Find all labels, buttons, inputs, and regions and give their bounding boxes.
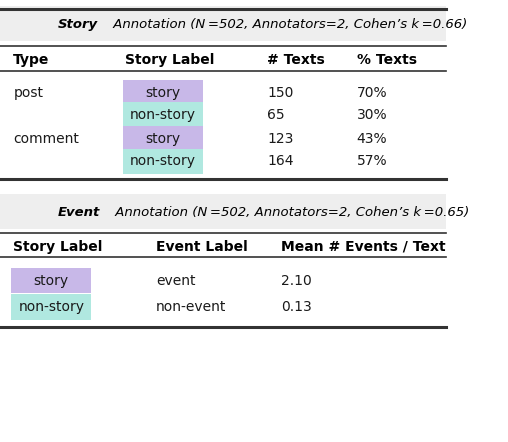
FancyBboxPatch shape <box>122 126 203 152</box>
Bar <box>0 6 446 41</box>
Text: non-story: non-story <box>18 300 84 314</box>
Text: # Texts: # Texts <box>268 53 325 67</box>
Text: event: event <box>156 274 196 288</box>
Text: comment: comment <box>13 132 79 146</box>
Text: 123: 123 <box>268 132 294 146</box>
Text: 57%: 57% <box>357 154 387 168</box>
Text: post: post <box>13 86 43 100</box>
Text: Story Label: Story Label <box>13 240 103 254</box>
Text: non-story: non-story <box>130 108 196 122</box>
FancyBboxPatch shape <box>122 149 203 174</box>
Text: story: story <box>34 274 69 288</box>
Bar <box>0 194 446 229</box>
Text: Story: Story <box>58 18 98 31</box>
Text: 70%: 70% <box>357 86 387 100</box>
Text: Annotation (N =502, Annotators=2, Cohen’s k =0.66): Annotation (N =502, Annotators=2, Cohen’… <box>109 18 467 31</box>
Text: 30%: 30% <box>357 108 387 122</box>
Text: Mean # Events / Text: Mean # Events / Text <box>281 240 446 254</box>
Text: Event Label: Event Label <box>156 240 248 254</box>
Text: non-story: non-story <box>130 154 196 168</box>
Text: non-event: non-event <box>156 300 227 314</box>
Text: 150: 150 <box>268 86 294 100</box>
FancyBboxPatch shape <box>11 294 91 320</box>
Text: story: story <box>145 86 180 100</box>
Text: 43%: 43% <box>357 132 387 146</box>
Text: Type: Type <box>13 53 50 67</box>
FancyBboxPatch shape <box>122 102 203 128</box>
Text: 65: 65 <box>268 108 285 122</box>
Text: 0.13: 0.13 <box>281 300 311 314</box>
Text: story: story <box>145 132 180 146</box>
Text: Story Label: Story Label <box>125 53 214 67</box>
Text: Annotation (N =502, Annotators=2, Cohen’s k =0.65): Annotation (N =502, Annotators=2, Cohen’… <box>111 206 469 219</box>
FancyBboxPatch shape <box>11 268 91 293</box>
Text: % Texts: % Texts <box>357 53 417 67</box>
FancyBboxPatch shape <box>122 80 203 106</box>
Text: 2.10: 2.10 <box>281 274 311 288</box>
Text: 164: 164 <box>268 154 294 168</box>
Text: Event: Event <box>58 206 101 219</box>
